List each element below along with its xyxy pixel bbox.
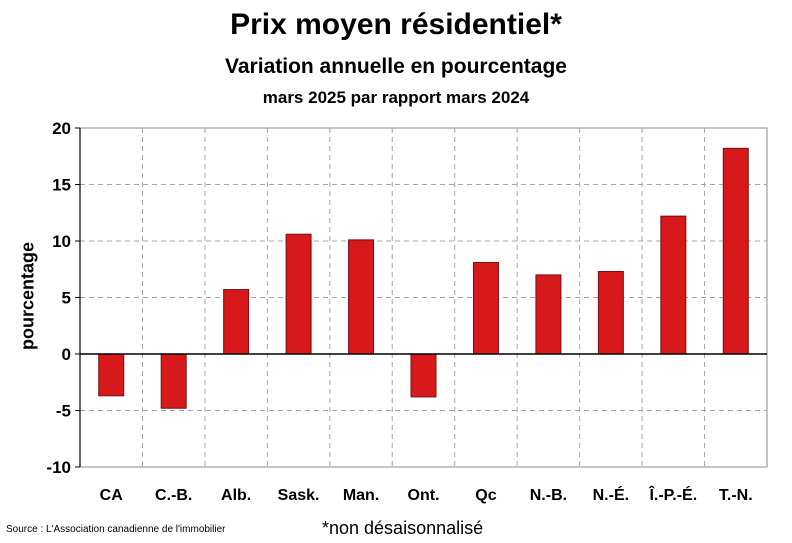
footnote: *non désaisonnalisé: [322, 518, 484, 538]
bar-9: [660, 215, 687, 355]
y-tick-label: -5: [56, 402, 71, 421]
y-tick-label: 10: [52, 232, 71, 251]
x-tick-label: CA: [100, 487, 124, 504]
x-tick-label: N.-É.: [593, 485, 629, 504]
grid-lines: [79, 127, 768, 468]
bar-8: [597, 271, 624, 355]
bar-2: [223, 289, 250, 355]
bar-7: [535, 274, 562, 355]
y-tick-label: -10: [46, 458, 71, 477]
axes: [75, 127, 767, 468]
bars: [98, 147, 749, 409]
chart-title: Prix moyen résidentiel*: [230, 8, 562, 41]
bar-4: [348, 239, 375, 355]
x-tick-label: Ont.: [408, 487, 440, 504]
bar-5: [410, 353, 437, 398]
y-tick-label: 0: [62, 345, 71, 364]
y-tick-labels: 20 15 10 5 0 -5 -10: [46, 119, 71, 477]
y-tick-label: 20: [52, 119, 71, 138]
bar-10: [722, 147, 749, 355]
x-tick-label: Man.: [343, 487, 379, 504]
x-tick-label: Alb.: [221, 487, 251, 504]
x-tick-label: Sask.: [278, 487, 320, 504]
chart-subtitle: Variation annuelle en pourcentage: [225, 55, 567, 78]
y-tick-label: 15: [52, 176, 71, 195]
bar-0: [98, 353, 125, 397]
x-tick-label: Qc: [475, 487, 496, 504]
x-tick-label: N.-B.: [530, 487, 567, 504]
x-tick-label: Î.-P.-É.: [648, 485, 697, 504]
x-tick-label: C.-B.: [155, 487, 192, 504]
x-tick-label: T.-N.: [719, 487, 753, 504]
chart-period: mars 2025 par rapport mars 2024: [262, 88, 530, 107]
x-tick-labels: CA C.-B. Alb. Sask. Man. Ont. Qc N.-B. N.-É. Î.-P…: [100, 485, 753, 504]
bar-1: [160, 353, 187, 409]
bar-3: [285, 233, 312, 355]
y-tick-label: 5: [62, 289, 71, 308]
bar-6: [472, 261, 499, 355]
source-note: Source : L'Association canadienne de l'i…: [6, 524, 226, 535]
